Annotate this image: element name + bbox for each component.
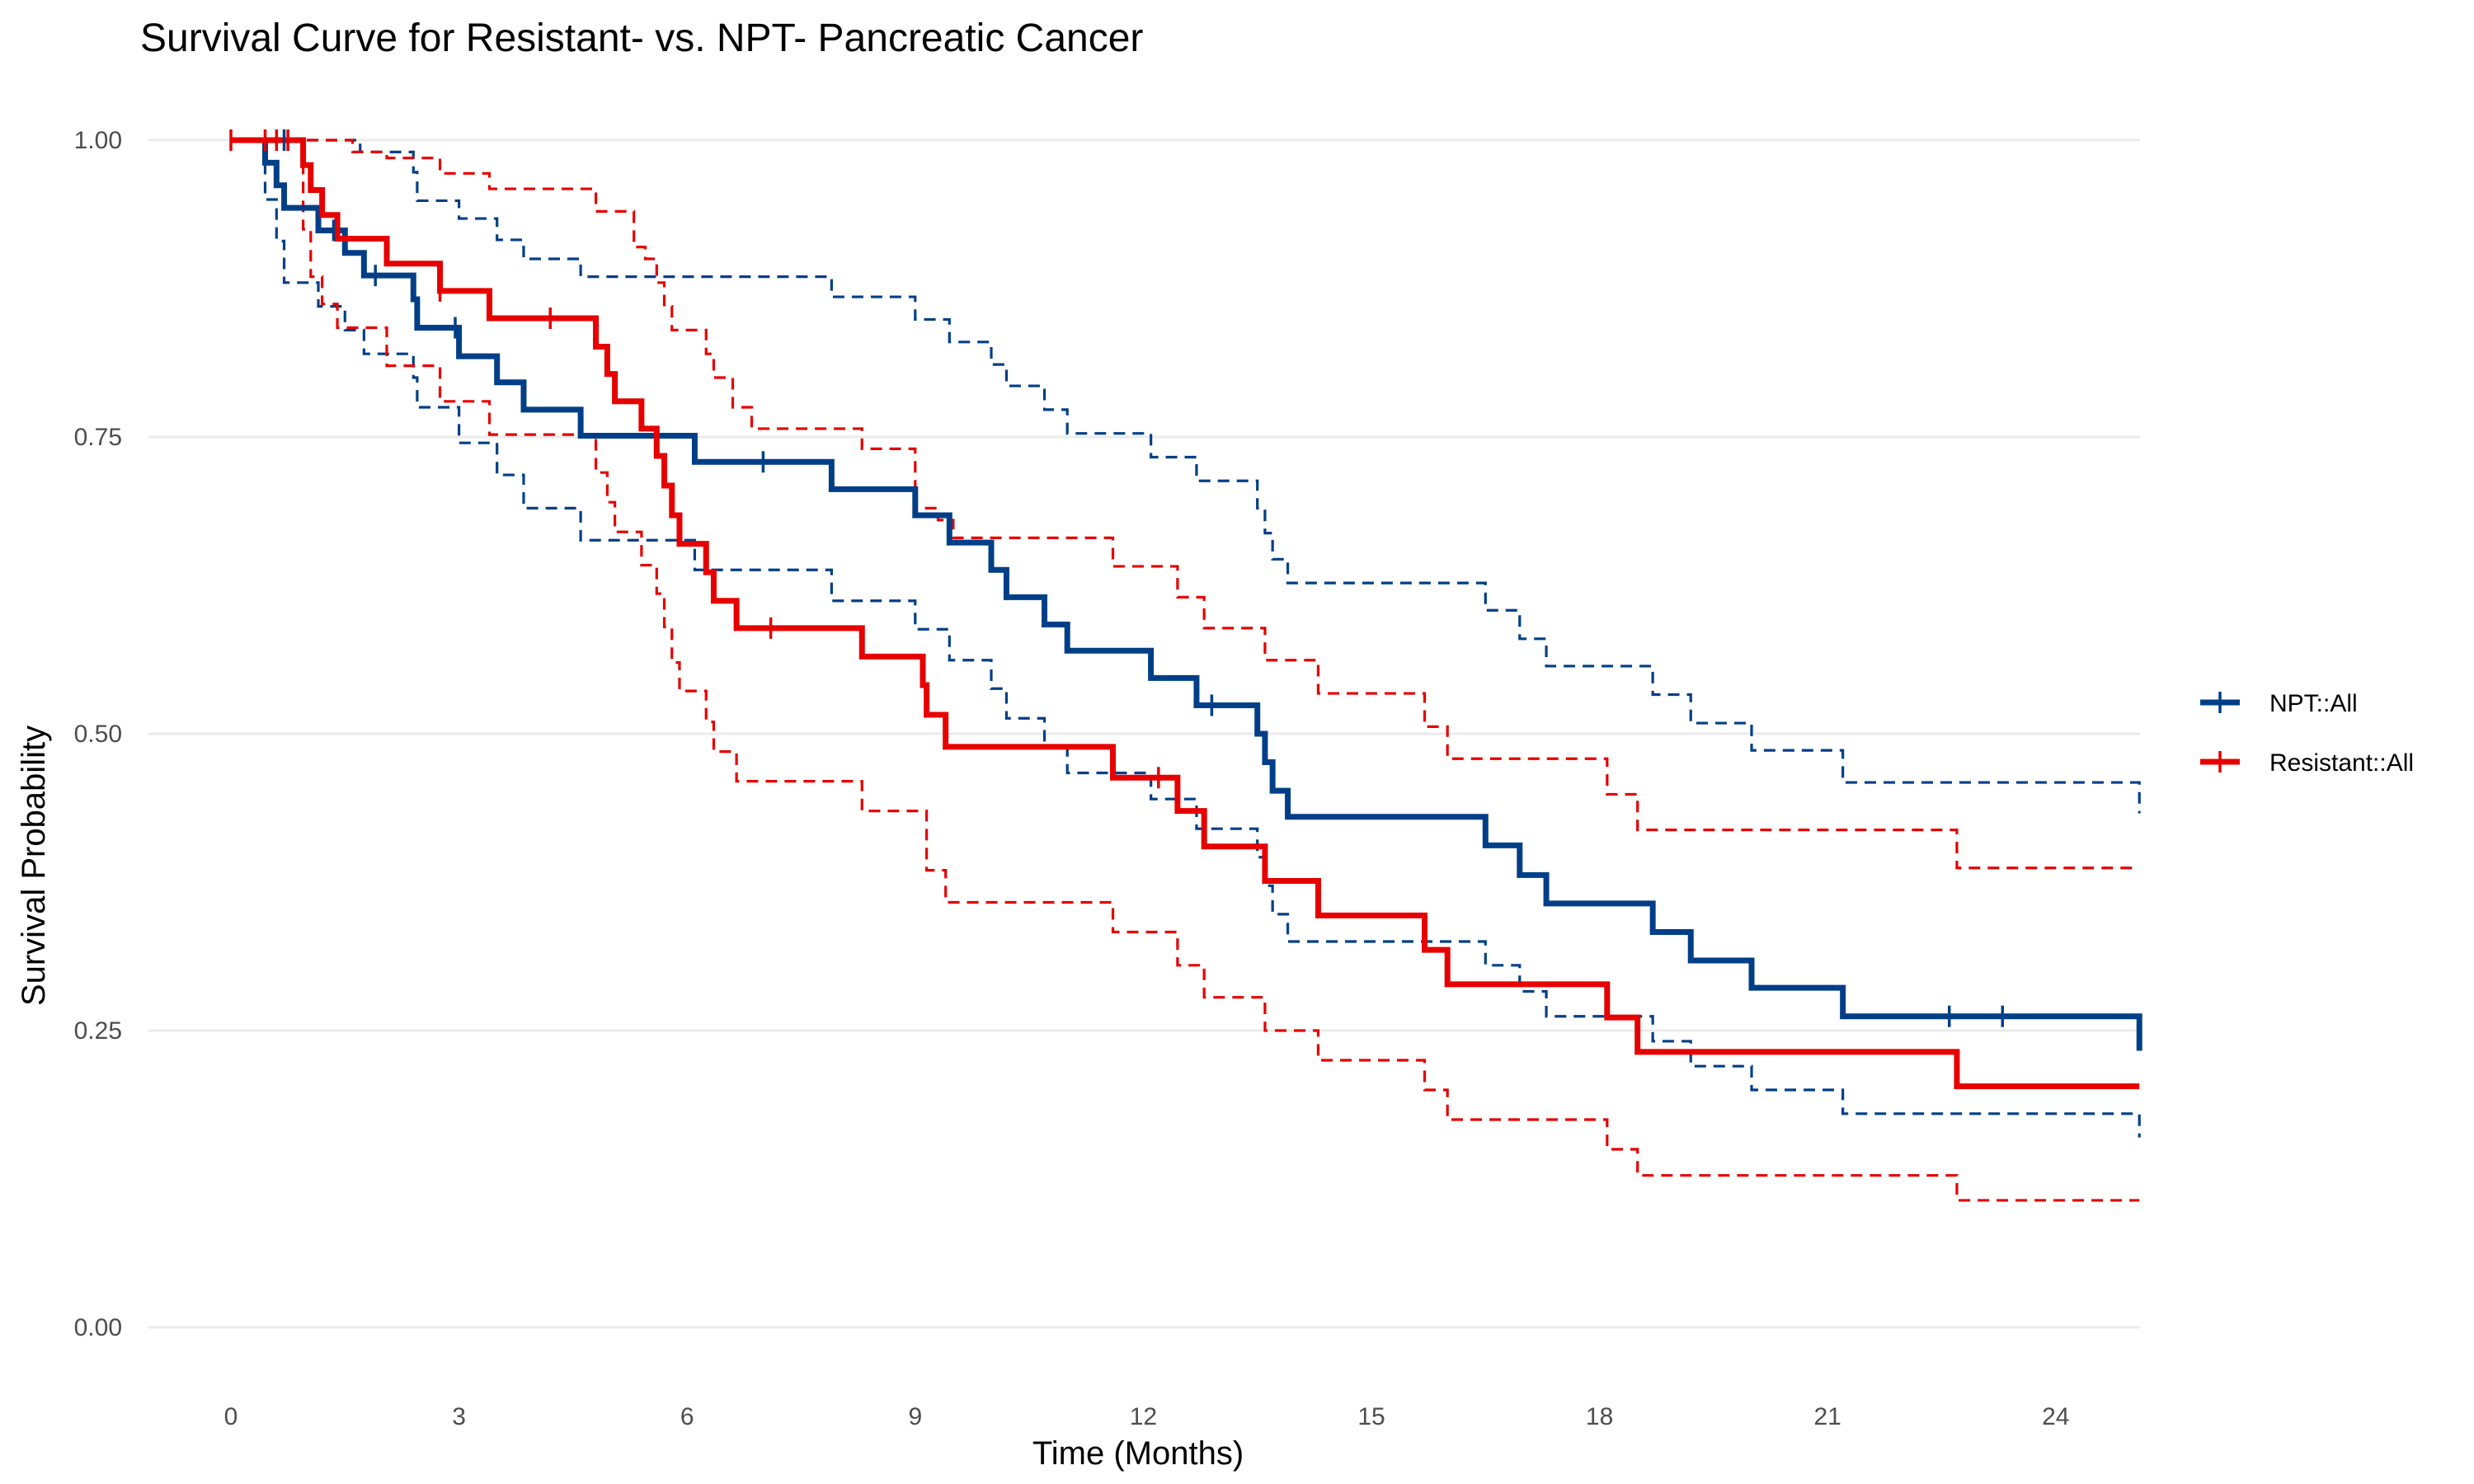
y-tick-label: 0.00 <box>74 1314 122 1341</box>
x-tick-label: 3 <box>452 1403 466 1430</box>
npt-survival-line <box>231 137 2142 1051</box>
npt-lower-ci <box>231 139 2141 1138</box>
y-tick-label: 0.75 <box>74 424 122 451</box>
x-tick-label: 0 <box>224 1403 238 1430</box>
y-tick-label: 1.00 <box>74 127 122 154</box>
x-tick-label: 9 <box>908 1403 922 1430</box>
grid-lines <box>148 139 2140 1329</box>
x-tick-label: 6 <box>680 1403 694 1430</box>
x-tick-label: 21 <box>1814 1403 1841 1430</box>
y-axis-ticks: 0.00 0.25 0.50 0.75 1.00 <box>74 127 122 1341</box>
npt-upper-ci <box>231 139 2141 814</box>
y-tick-label: 0.50 <box>74 721 122 748</box>
resistant-upper-ci <box>231 139 2140 870</box>
x-tick-label: 18 <box>1586 1403 1613 1430</box>
resistant-lower-ci <box>231 139 2140 1202</box>
survival-curves <box>231 137 2142 1090</box>
chart-title: Survival Curve for Resistant- vs. NPT- P… <box>140 16 1143 60</box>
npt-legend-label: NPT::All <box>2269 690 2358 717</box>
x-axis-title: Time (Months) <box>1032 1435 1244 1472</box>
x-axis-ticks: 0 3 6 9 12 15 18 21 24 <box>224 1403 2070 1430</box>
censor-marks <box>229 129 2005 1027</box>
y-axis-title: Survival Probability <box>16 726 52 1006</box>
x-tick-label: 24 <box>2042 1403 2069 1430</box>
confidence-bands <box>231 139 2141 1202</box>
x-tick-label: 15 <box>1357 1403 1385 1430</box>
resistant-legend-label: Resistant::All <box>2269 749 2414 777</box>
resistant-survival-line <box>231 137 2140 1090</box>
x-tick-label: 12 <box>1130 1403 1157 1430</box>
y-tick-label: 0.25 <box>74 1017 122 1045</box>
